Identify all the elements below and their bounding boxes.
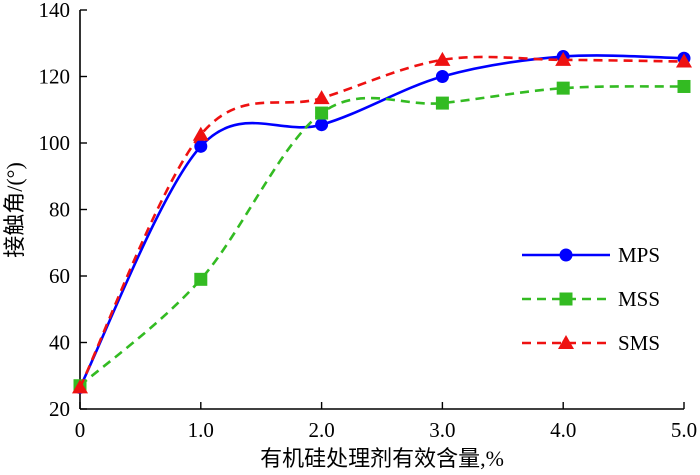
x-axis-label: 有机硅处理剂有效含量,% — [260, 446, 504, 471]
data-point-sms — [192, 126, 209, 141]
x-tick-label: 1.0 — [188, 418, 214, 442]
legend-marker-mps — [559, 248, 573, 262]
legend-label-mss: MSS — [618, 287, 660, 311]
data-point-sms — [434, 51, 451, 66]
series-line-mss — [79, 85, 685, 387]
y-tick-label: 80 — [49, 198, 70, 222]
series-sms — [72, 51, 692, 394]
series-layer — [72, 50, 692, 394]
series-mss — [73, 79, 691, 393]
legend-label-mps: MPS — [618, 243, 660, 267]
data-point-mss — [556, 81, 570, 95]
x-tick-label: 0 — [75, 418, 86, 442]
legend-marker-mss — [559, 292, 573, 306]
x-tick-label: 4.0 — [550, 418, 576, 442]
axes — [79, 10, 684, 410]
data-point-sms — [313, 90, 330, 105]
y-tick-label: 60 — [49, 264, 70, 288]
data-point-mps — [194, 139, 208, 153]
y-tick-label: 100 — [39, 131, 71, 155]
y-ticks: 20 40 60 80 100 120 140 — [39, 0, 87, 421]
data-point-sms — [72, 379, 88, 394]
series-line-mps — [78, 54, 685, 388]
legend-marker-sms — [558, 335, 574, 349]
data-point-mps — [435, 70, 449, 83]
x-tick-label: 2.0 — [308, 418, 334, 442]
y-axis-label: 接触角/(°) — [2, 162, 27, 258]
data-point-mps — [315, 118, 329, 132]
y-tick-label: 40 — [49, 331, 70, 355]
data-point-sms — [555, 51, 572, 66]
y-tick-label: 20 — [49, 397, 70, 421]
x-tick-label: 3.0 — [429, 418, 455, 442]
data-point-mss — [677, 79, 691, 93]
data-point-mss — [194, 272, 208, 286]
x-tick-label: 5.0 — [671, 418, 697, 442]
data-point-mss — [315, 106, 329, 120]
y-tick-label: 120 — [39, 65, 71, 89]
series-line-sms — [78, 55, 685, 388]
data-point-mss — [435, 96, 449, 110]
x-ticks: 0 1.0 2.0 3.0 4.0 5.0 — [75, 402, 697, 442]
data-point-sms — [676, 53, 692, 68]
legend-label-sms: SMS — [618, 331, 660, 355]
legend: MPS MSS SMS — [522, 243, 660, 355]
y-tick-label: 140 — [39, 0, 71, 22]
